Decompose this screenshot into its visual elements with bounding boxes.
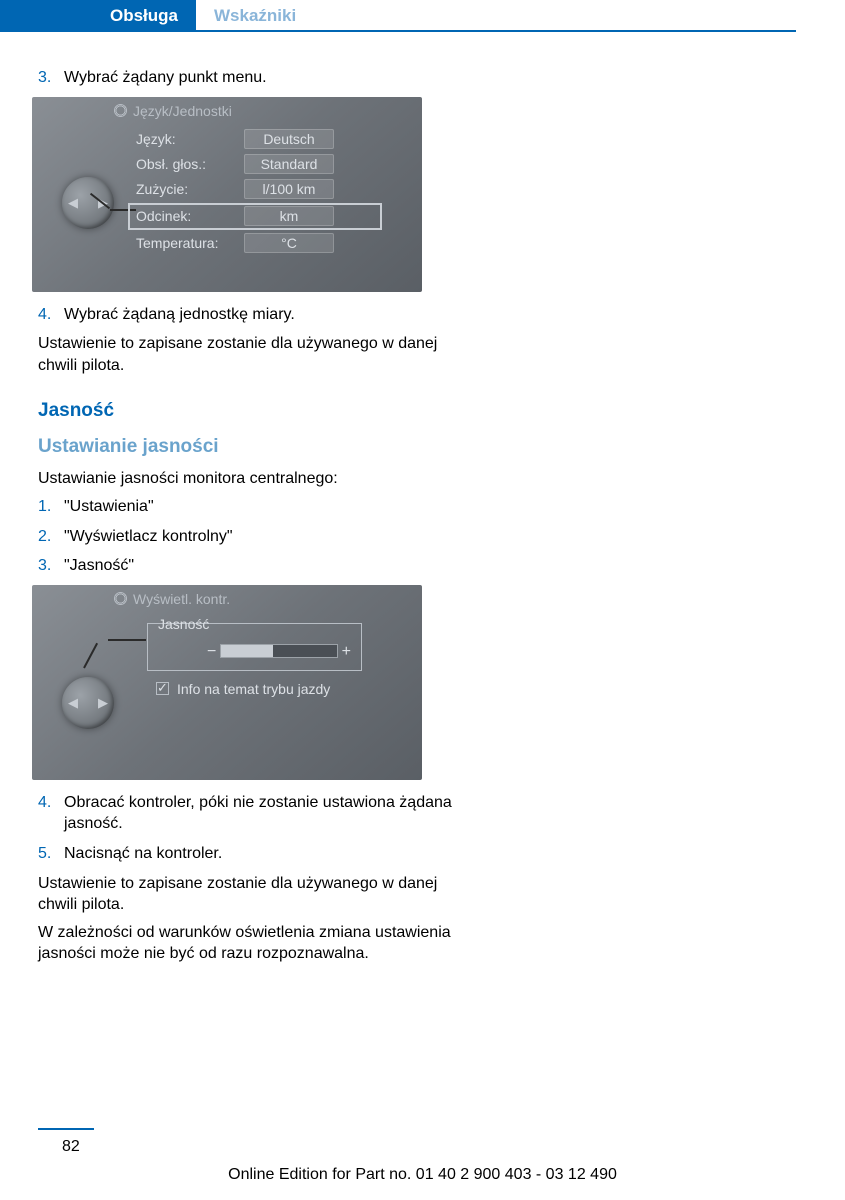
minus-icon: − bbox=[207, 643, 216, 661]
paragraph: Ustawienie to zapisane zostanie dla używ… bbox=[38, 333, 458, 376]
slider-fill bbox=[221, 645, 273, 657]
list-text: Wybrać żądaną jednostkę miary. bbox=[64, 304, 458, 326]
heading-ustawianie: Ustawianie jasności bbox=[38, 436, 458, 458]
screen-title: Wyświetl. kontr. bbox=[114, 591, 230, 607]
page-number: 82 bbox=[62, 1138, 80, 1156]
menu-rows: Język: Deutsch Obsł. głos.: Standard Zuż… bbox=[136, 127, 382, 256]
gear-icon bbox=[114, 104, 127, 117]
info-text: Info na temat trybu jazdy bbox=[177, 681, 330, 697]
leader-line bbox=[108, 639, 146, 641]
menu-row: Temperatura: °C bbox=[136, 231, 382, 256]
menu-value: l/100 km bbox=[244, 179, 334, 199]
list-text: Obracać kontroler, póki nie zostanie ust… bbox=[64, 792, 458, 835]
list-item: 4. Obracać kontroler, póki nie zostanie … bbox=[38, 792, 458, 835]
list-item: 5. Nacisnąć na kontroler. bbox=[38, 843, 458, 865]
brightness-slider: − + bbox=[220, 644, 338, 658]
menu-value: Standard bbox=[244, 154, 334, 174]
controller-dial-icon bbox=[62, 177, 114, 229]
paragraph: W zależności od warunków oświetlenia zmi… bbox=[38, 922, 458, 965]
list-text: "Jasność" bbox=[64, 555, 458, 577]
brightness-label: Jasność bbox=[156, 616, 211, 632]
menu-value: Deutsch bbox=[244, 129, 334, 149]
list-item: 3. "Jasność" bbox=[38, 555, 458, 577]
list-number: 1. bbox=[38, 496, 64, 518]
screen-title-text: Wyświetl. kontr. bbox=[133, 591, 230, 607]
screen-title: Język/Jednostki bbox=[114, 103, 232, 119]
header-tabs: Obsługa Wskaźniki bbox=[0, 0, 796, 32]
heading-jasnosc: Jasność bbox=[38, 400, 458, 422]
menu-row: Obsł. głos.: Standard bbox=[136, 152, 382, 177]
menu-row-selected: Odcinek: km bbox=[128, 203, 382, 230]
footer-text: Online Edition for Part no. 01 40 2 900 … bbox=[0, 1166, 845, 1184]
gear-icon bbox=[114, 592, 127, 605]
tab-spacer bbox=[0, 0, 92, 30]
list-item: 1. "Ustawienia" bbox=[38, 496, 458, 518]
plus-icon: + bbox=[342, 643, 351, 661]
menu-value: km bbox=[244, 206, 334, 226]
list-item: 4. Wybrać żądaną jednostkę miary. bbox=[38, 304, 458, 326]
brightness-box: Jasność − + bbox=[147, 623, 362, 671]
list-text: Nacisnąć na kontroler. bbox=[64, 843, 458, 865]
list-number: 4. bbox=[38, 304, 64, 326]
menu-value: °C bbox=[244, 233, 334, 253]
list-item: 3. Wybrać żądany punkt menu. bbox=[38, 67, 458, 89]
screenshot-language-units: Język/Jednostki Język: Deutsch Obsł. gło… bbox=[32, 97, 422, 292]
list-number: 3. bbox=[38, 555, 64, 577]
menu-label: Temperatura: bbox=[136, 235, 244, 251]
footer-accent-line bbox=[38, 1128, 94, 1130]
menu-row: Zużycie: l/100 km bbox=[136, 177, 382, 202]
menu-label: Zużycie: bbox=[136, 181, 244, 197]
menu-label: Język: bbox=[136, 131, 244, 147]
tab-obsluga: Obsługa bbox=[92, 0, 196, 30]
screen-title-text: Język/Jednostki bbox=[133, 103, 232, 119]
menu-label: Odcinek: bbox=[136, 208, 244, 224]
list-number: 4. bbox=[38, 792, 64, 835]
tab-wskazniki: Wskaźniki bbox=[196, 0, 314, 30]
list-item: 2. "Wyświetlacz kontrolny" bbox=[38, 526, 458, 548]
screenshot-brightness: Wyświetl. kontr. Jasność − + Info na tem… bbox=[32, 585, 422, 780]
paragraph: Ustawianie jasności monitora centralnego… bbox=[38, 468, 458, 490]
info-row: Info na temat trybu jazdy bbox=[156, 681, 330, 697]
menu-row: Język: Deutsch bbox=[136, 127, 382, 152]
checkbox-icon bbox=[156, 682, 169, 695]
list-text: Wybrać żądany punkt menu. bbox=[64, 67, 458, 89]
menu-label: Obsł. głos.: bbox=[136, 156, 244, 172]
list-text: "Wyświetlacz kontrolny" bbox=[64, 526, 458, 548]
list-number: 2. bbox=[38, 526, 64, 548]
list-number: 5. bbox=[38, 843, 64, 865]
paragraph: Ustawienie to zapisane zostanie dla używ… bbox=[38, 873, 458, 916]
controller-dial-icon bbox=[62, 677, 114, 729]
main-column: 3. Wybrać żądany punkt menu. Język/Jedno… bbox=[38, 67, 458, 965]
list-text: "Ustawienia" bbox=[64, 496, 458, 518]
list-number: 3. bbox=[38, 67, 64, 89]
